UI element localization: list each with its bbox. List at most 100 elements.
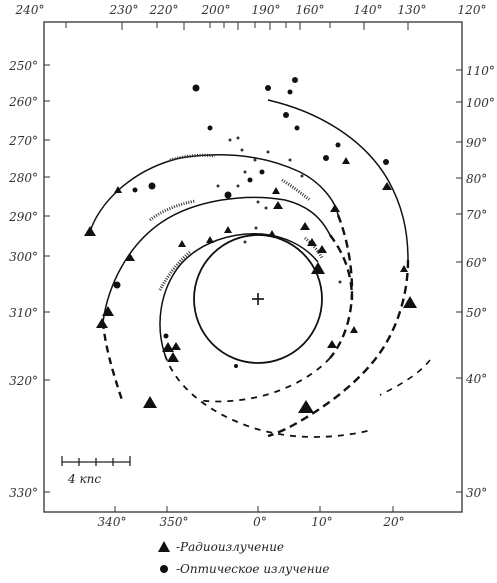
spiral-arm-outer-dashed-inner-tail — [197, 357, 331, 403]
radio-point — [102, 306, 114, 316]
spiral-arm-right-dashed — [267, 259, 410, 438]
radio-point — [327, 340, 337, 348]
scale-bar-label: 4 кпс — [68, 472, 102, 486]
spiral-arm-outer-solid — [89, 154, 339, 233]
right-label: 70° — [466, 208, 488, 222]
right-tick-marks — [456, 69, 462, 493]
small-scattered-marks — [216, 136, 342, 284]
right-label: 110° — [466, 64, 495, 78]
right-label: 50° — [466, 306, 488, 320]
radio-point — [403, 296, 417, 308]
dot-icon — [158, 563, 170, 575]
left-label: 280° — [9, 171, 38, 185]
optical-point — [335, 142, 341, 148]
spiral-arm-right-solid — [267, 99, 409, 261]
spiral-arm-middle-solid — [102, 196, 331, 323]
plot-frame — [43, 21, 463, 513]
radio-point — [307, 238, 317, 246]
radio-point — [162, 342, 174, 352]
optical-point — [283, 112, 289, 118]
bottom-label: 0° — [253, 515, 267, 529]
bottom-label: 20° — [383, 515, 405, 529]
radio-point — [300, 222, 310, 230]
top-label: 220° — [149, 3, 179, 17]
top-tick-marks — [65, 22, 409, 30]
radio-point — [84, 226, 96, 236]
optical-point — [207, 125, 213, 131]
radio-point — [224, 226, 232, 233]
bottom-label: 340° — [97, 515, 127, 529]
legend-optical: -Оптическое излучение — [158, 562, 330, 576]
left-label: 320° — [9, 374, 38, 388]
optical-point — [292, 77, 298, 83]
top-label: 140° — [353, 3, 383, 17]
optical-emission-markers — [113, 77, 389, 368]
right-label: 30° — [466, 486, 488, 500]
bottom-label: 350° — [159, 515, 189, 529]
radio-point — [298, 400, 314, 413]
spiral-arm-right-dashed-tail — [379, 359, 431, 396]
optical-point — [287, 89, 293, 95]
left-label: 290° — [9, 210, 38, 224]
left-label: 260° — [9, 95, 38, 109]
left-label: 310° — [9, 306, 38, 320]
right-label: 90° — [466, 136, 488, 150]
radio-point — [171, 342, 181, 350]
optical-point — [113, 281, 121, 289]
radio-point — [178, 240, 186, 247]
left-label: 330° — [9, 486, 38, 500]
spiral-arm-middle-dashed — [329, 234, 354, 301]
optical-point — [224, 191, 232, 199]
radio-point — [96, 318, 108, 328]
top-label: 240° — [15, 3, 45, 17]
legend-radio: -Радиоизлучение — [158, 540, 284, 554]
spiral-arm-inner-dashed — [164, 354, 373, 438]
radio-point — [311, 262, 325, 274]
right-label: 60° — [466, 256, 488, 270]
optical-point — [132, 187, 138, 193]
radio-point — [273, 201, 283, 209]
radio-point — [114, 186, 122, 193]
radio-point — [143, 396, 157, 408]
optical-point — [265, 85, 271, 91]
legend-radio-label: -Радиоизлучение — [176, 540, 285, 554]
radio-point — [167, 352, 179, 362]
spiral-arm-outer-dashed — [329, 214, 354, 359]
left-label: 270° — [9, 134, 38, 148]
bottom-label: 10° — [311, 515, 333, 529]
radio-point — [272, 187, 280, 194]
radio-point — [317, 245, 327, 253]
optical-point — [247, 177, 253, 183]
right-label: 40° — [466, 372, 488, 386]
optical-point — [192, 84, 200, 92]
radio-emission-markers — [84, 157, 417, 413]
center-cross — [252, 293, 264, 305]
optical-point — [234, 364, 238, 368]
top-label: 200° — [201, 3, 231, 17]
optical-point — [259, 169, 265, 175]
radio-point — [382, 182, 392, 190]
right-label: 80° — [466, 172, 488, 186]
radio-point — [350, 326, 358, 333]
radio-point — [268, 230, 276, 237]
top-label: 190° — [251, 3, 281, 17]
optical-point — [148, 182, 156, 190]
spiral-arm-inner-solid — [159, 233, 319, 356]
central-circle — [193, 234, 323, 364]
left-label: 300° — [9, 250, 38, 264]
top-label: 130° — [397, 3, 427, 17]
optical-point — [383, 159, 389, 165]
top-label: 160° — [295, 3, 325, 17]
radio-point — [330, 204, 340, 212]
left-label: 250° — [9, 59, 38, 73]
left-tick-marks — [44, 64, 50, 493]
scale-bar — [61, 456, 131, 466]
optical-point — [294, 125, 300, 131]
triangle-icon — [158, 541, 170, 553]
right-label: 100° — [466, 96, 495, 110]
radio-point — [342, 157, 350, 164]
top-label: 230° — [109, 3, 139, 17]
optical-point — [163, 333, 169, 339]
spiral-arm-middle-dashed-tail — [101, 321, 124, 401]
